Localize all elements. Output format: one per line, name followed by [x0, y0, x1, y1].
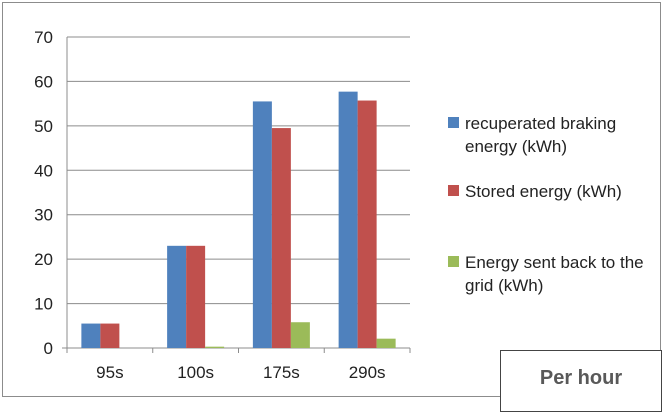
- legend-label-recuperated: recuperated braking energy (kWh): [465, 114, 617, 156]
- legend-label-grid: Energy sent back to the grid (kWh): [465, 253, 644, 295]
- legend-item-grid: Energy sent back to the grid (kWh): [448, 251, 658, 297]
- x-tick-label-100s: 100s: [177, 363, 214, 382]
- bar-chart: 0 10 20 30 40 50 60 70 95s 100s 175s 290s: [34, 28, 411, 382]
- bar-s1-100s: [186, 245, 206, 348]
- bar-s1-175s: [271, 128, 291, 348]
- bar-s2-290s: [376, 338, 396, 348]
- y-tick-label-40: 40: [34, 161, 53, 180]
- bar-s0-290s: [338, 91, 358, 348]
- y-tick-label-60: 60: [34, 72, 53, 91]
- y-tick-label-0: 0: [44, 339, 53, 358]
- y-tick-label-50: 50: [34, 117, 53, 136]
- legend-swatch-recuperated: [448, 117, 459, 128]
- bar-s1-95s: [100, 323, 120, 348]
- legend-label-stored: Stored energy (kWh): [465, 182, 622, 201]
- y-tick-label-70: 70: [34, 28, 53, 47]
- y-tick-label-30: 30: [34, 206, 53, 225]
- legend-swatch-stored: [448, 185, 459, 196]
- per-hour-box: Per hour: [500, 350, 662, 412]
- y-tick-label-10: 10: [34, 295, 53, 314]
- bar-s0-175s: [252, 101, 272, 349]
- bar-s0-95s: [81, 323, 101, 348]
- bar-s0-100s: [167, 245, 187, 348]
- bar-s2-100s: [205, 346, 225, 348]
- bar-s2-175s: [290, 322, 310, 348]
- per-hour-label: Per hour: [539, 367, 623, 389]
- x-tick-label-290s: 290s: [349, 363, 386, 382]
- y-tick-label-20: 20: [34, 250, 53, 269]
- x-tick-label-175s: 175s: [263, 363, 300, 382]
- legend-swatch-grid: [448, 256, 459, 267]
- bar-s1-290s: [357, 100, 377, 348]
- x-tick-label-95s: 95s: [96, 363, 123, 382]
- legend-item-recuperated: recuperated braking energy (kWh): [448, 112, 658, 158]
- legend-item-stored: Stored energy (kWh): [448, 180, 622, 203]
